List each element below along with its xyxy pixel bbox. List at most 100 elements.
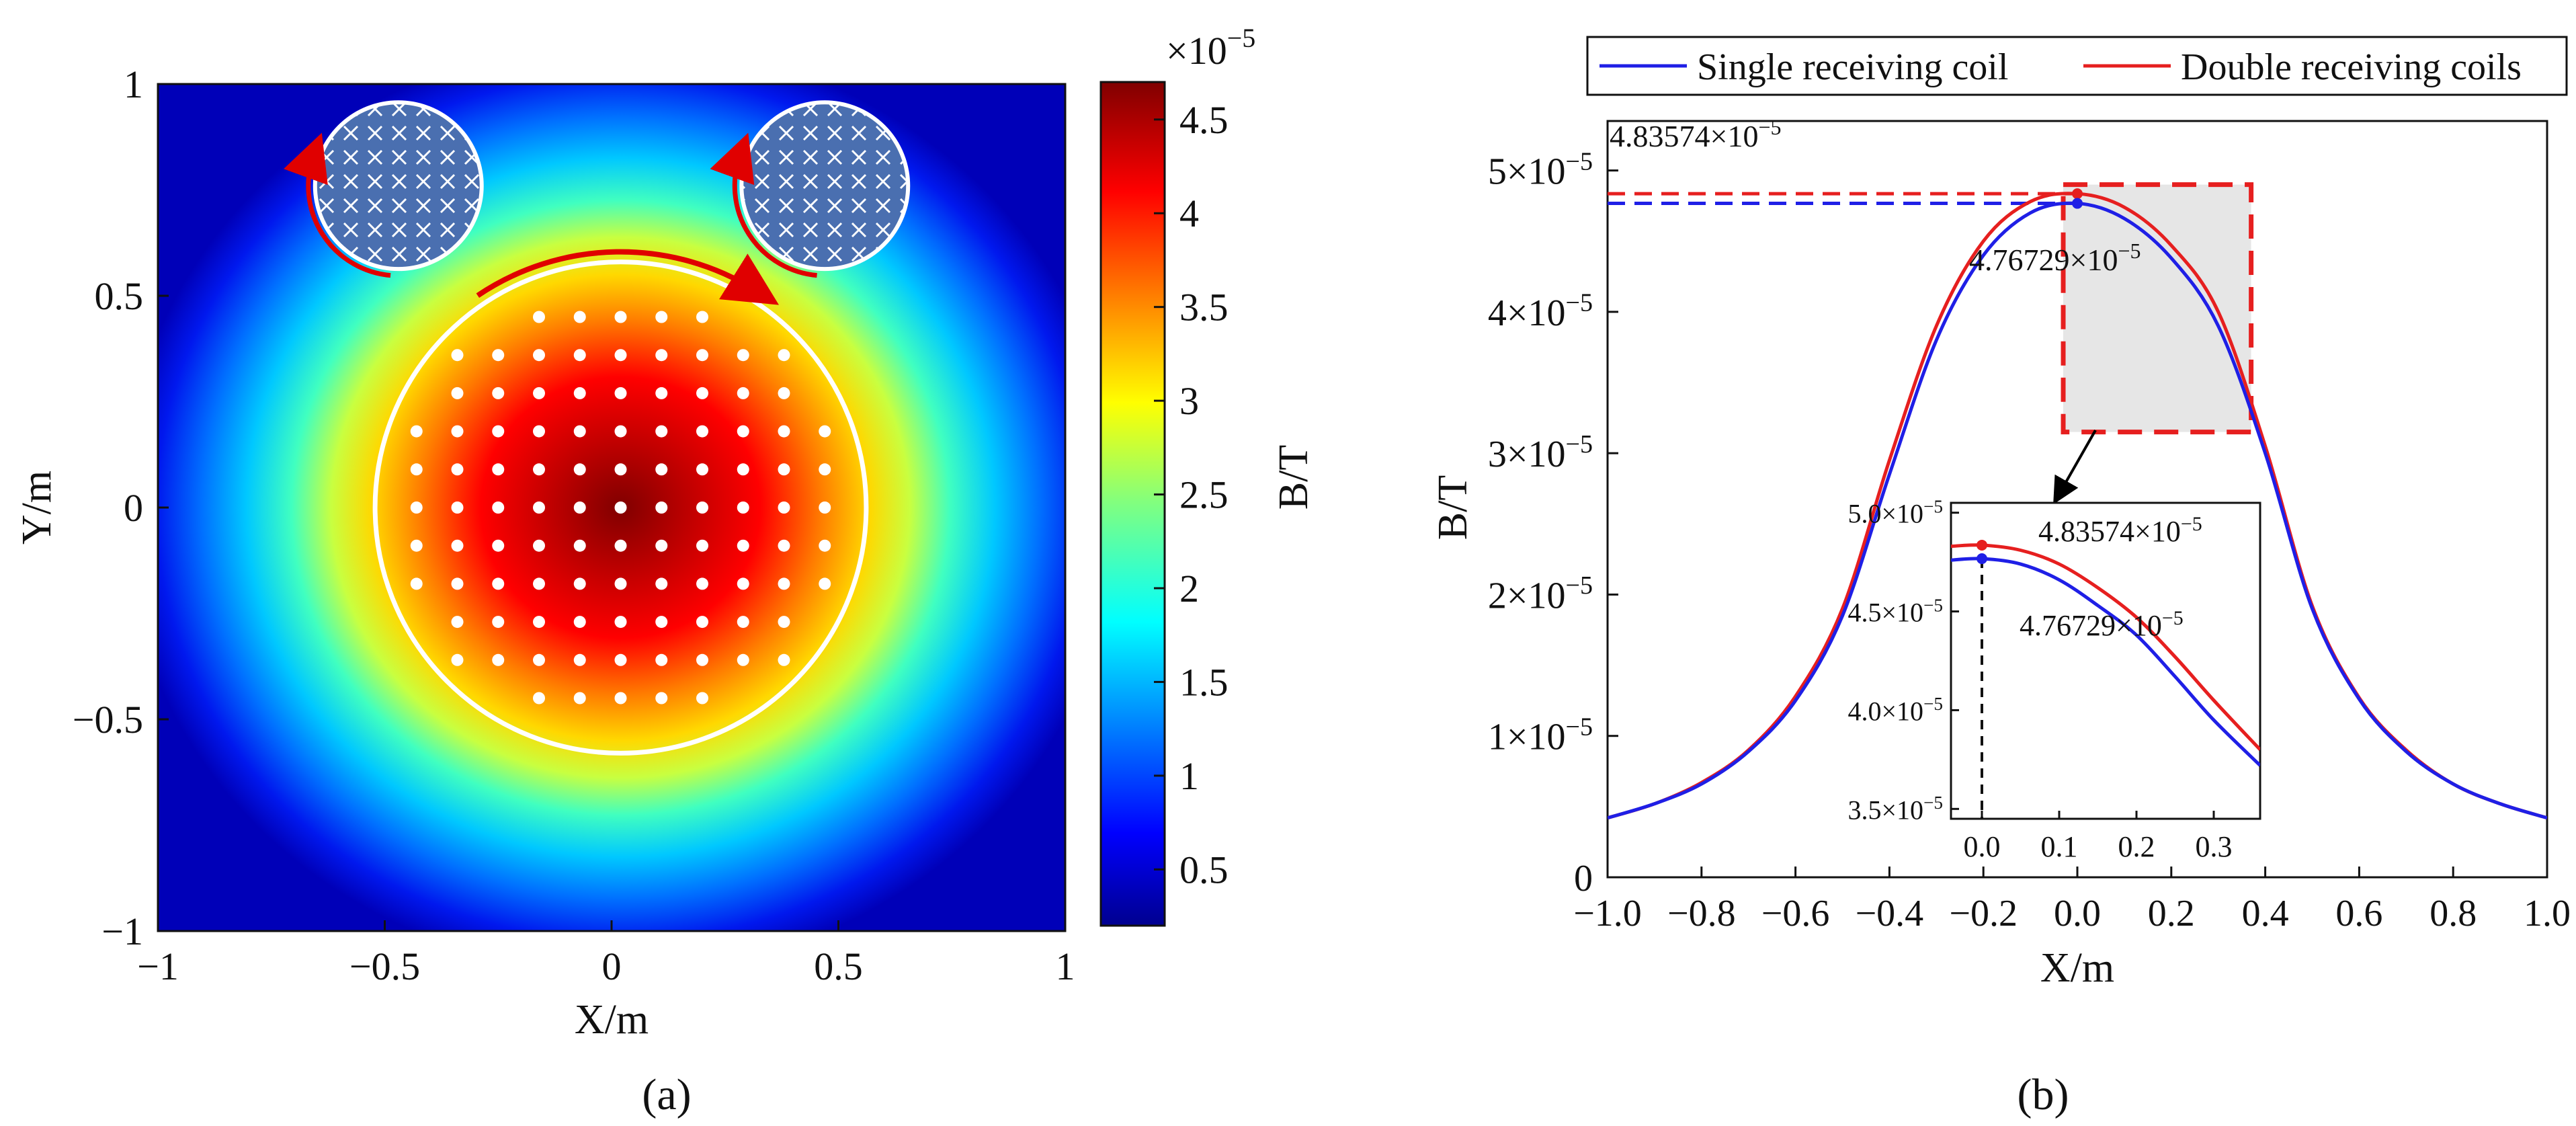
inset-series bbox=[1951, 539, 2260, 819]
measurement-point bbox=[655, 577, 668, 590]
measurement-point bbox=[655, 349, 668, 362]
colorbar-ticks: 0.5 1 1.5 2 2.5 3 3.5 4 4.5 bbox=[1154, 98, 1229, 891]
measurement-point bbox=[778, 539, 790, 552]
measurement-point bbox=[492, 463, 505, 476]
measurement-point bbox=[451, 349, 464, 362]
x-tick-label-b: 0.8 bbox=[2429, 893, 2477, 934]
measurement-point bbox=[737, 501, 749, 514]
measurement-point bbox=[614, 387, 627, 399]
current-direction-arrow bbox=[476, 249, 780, 305]
measurement-point bbox=[696, 425, 708, 438]
measurement-point bbox=[533, 539, 545, 552]
y-axis-label-a: Y/m bbox=[14, 471, 60, 545]
coil-overlay bbox=[284, 100, 911, 756]
measurement-point bbox=[533, 616, 545, 629]
main-coil-circle bbox=[372, 259, 869, 756]
measurement-point bbox=[573, 425, 586, 438]
measurement-point bbox=[492, 653, 505, 666]
inset-x-tick-label: 0.3 bbox=[2196, 830, 2233, 863]
colorbar-label: B/T bbox=[1271, 445, 1317, 510]
inset-peak-marker bbox=[1977, 553, 1987, 565]
measurement-point bbox=[410, 539, 423, 552]
legend-box bbox=[1586, 36, 2568, 96]
measurement-point bbox=[533, 311, 545, 323]
measurement-point bbox=[737, 425, 749, 438]
y-tick-label-b: 1×10−5 bbox=[1488, 713, 1593, 758]
x-tick-label-b: −1.0 bbox=[1573, 893, 1642, 934]
measurement-point bbox=[533, 349, 545, 362]
measurement-point bbox=[655, 653, 668, 666]
measurement-point bbox=[614, 539, 627, 552]
inset-x-tick-label: 0.2 bbox=[2118, 830, 2155, 863]
caption-a: (a) bbox=[642, 1070, 691, 1119]
receiving-coil-arrow bbox=[284, 132, 391, 278]
axes-b: −1.0 −0.8 −0.6 −0.4 −0.2 0.0 0.2 0.4 0.6 0.8 1.0 0 1… bbox=[1488, 147, 2571, 934]
measurement-point bbox=[451, 616, 464, 629]
receiving-coil-winding bbox=[315, 102, 482, 270]
measurement-point bbox=[614, 577, 627, 590]
measurement-point bbox=[573, 653, 586, 666]
measurement-point bbox=[451, 425, 464, 438]
peak-marker bbox=[2072, 198, 2083, 209]
measurement-point bbox=[614, 311, 627, 323]
y-tick-label-b: 4×10−5 bbox=[1488, 289, 1593, 334]
colorbar-tick-label: 1 bbox=[1179, 754, 1199, 798]
y-tick-label-b: 5×10−5 bbox=[1488, 147, 1593, 192]
measurement-point bbox=[696, 501, 708, 514]
x-tick-label-a: 1 bbox=[1056, 944, 1075, 988]
measurement-point bbox=[573, 577, 586, 590]
measurement-point bbox=[696, 463, 708, 476]
measurement-point bbox=[533, 577, 545, 590]
measurement-point bbox=[573, 349, 586, 362]
measurement-point bbox=[655, 616, 668, 629]
measurement-point bbox=[451, 387, 464, 399]
measurement-point bbox=[410, 577, 423, 590]
measurement-point bbox=[573, 311, 586, 323]
y-tick-label-a: 0 bbox=[124, 486, 143, 530]
inset-frame bbox=[1950, 501, 2261, 820]
colorbar bbox=[1099, 81, 1166, 927]
x-tick-label-a: 0.5 bbox=[814, 944, 863, 988]
measurement-point bbox=[492, 349, 505, 362]
measurement-point bbox=[410, 463, 423, 476]
measurement-point bbox=[737, 349, 749, 362]
inset-y-tick-label: 5.0×10−5 bbox=[1848, 496, 1944, 528]
colorbar-tick-label: 0.5 bbox=[1179, 848, 1229, 891]
measurement-point bbox=[696, 349, 708, 362]
inset-label-single: 4.76729×10−5 bbox=[2020, 607, 2184, 642]
measurement-point bbox=[573, 387, 586, 399]
receiving-coils bbox=[284, 100, 911, 278]
x-tick-label-a: 0 bbox=[602, 944, 622, 988]
measurement-point bbox=[696, 311, 708, 323]
measurement-point bbox=[614, 349, 627, 362]
peak-label-double: 4.83574×10−5 bbox=[1610, 115, 1782, 153]
colorbar-tick-label: 2.5 bbox=[1179, 473, 1229, 517]
inset-x-tick-label: 0.0 bbox=[1964, 830, 2001, 863]
measurement-point bbox=[655, 501, 668, 514]
measurement-point bbox=[492, 501, 505, 514]
measurement-point bbox=[778, 463, 790, 476]
colorbar-tick-label: 3.5 bbox=[1179, 286, 1229, 329]
panel-b: Single receiving coil Double receiving c… bbox=[1430, 36, 2571, 1119]
x-tick-label-b: 0.0 bbox=[2054, 893, 2101, 934]
measurement-point bbox=[778, 501, 790, 514]
measurement-point bbox=[737, 539, 749, 552]
y-axis-label-b: B/T bbox=[1430, 475, 1476, 540]
inset-series-line bbox=[1951, 557, 2260, 767]
measurement-point bbox=[451, 501, 464, 514]
measurement-point bbox=[819, 463, 831, 476]
measurement-point bbox=[573, 616, 586, 629]
colorbar-tick-label: 4 bbox=[1179, 192, 1199, 235]
measurement-point bbox=[573, 501, 586, 514]
measurement-point bbox=[533, 501, 545, 514]
measurement-point bbox=[778, 653, 790, 666]
measurement-point bbox=[492, 539, 505, 552]
measurement-point bbox=[410, 501, 423, 514]
measurement-point bbox=[737, 387, 749, 399]
receiving-coil-winding bbox=[741, 102, 909, 270]
measurement-point bbox=[819, 425, 831, 438]
inset-plot: 0.0 0.1 0.2 0.3 3.5×10−5 4.0×10−5 4.5×10−5 5.0×… bbox=[1848, 496, 2261, 863]
measurement-point bbox=[655, 311, 668, 323]
y-tick-label-a: −1 bbox=[101, 910, 143, 953]
